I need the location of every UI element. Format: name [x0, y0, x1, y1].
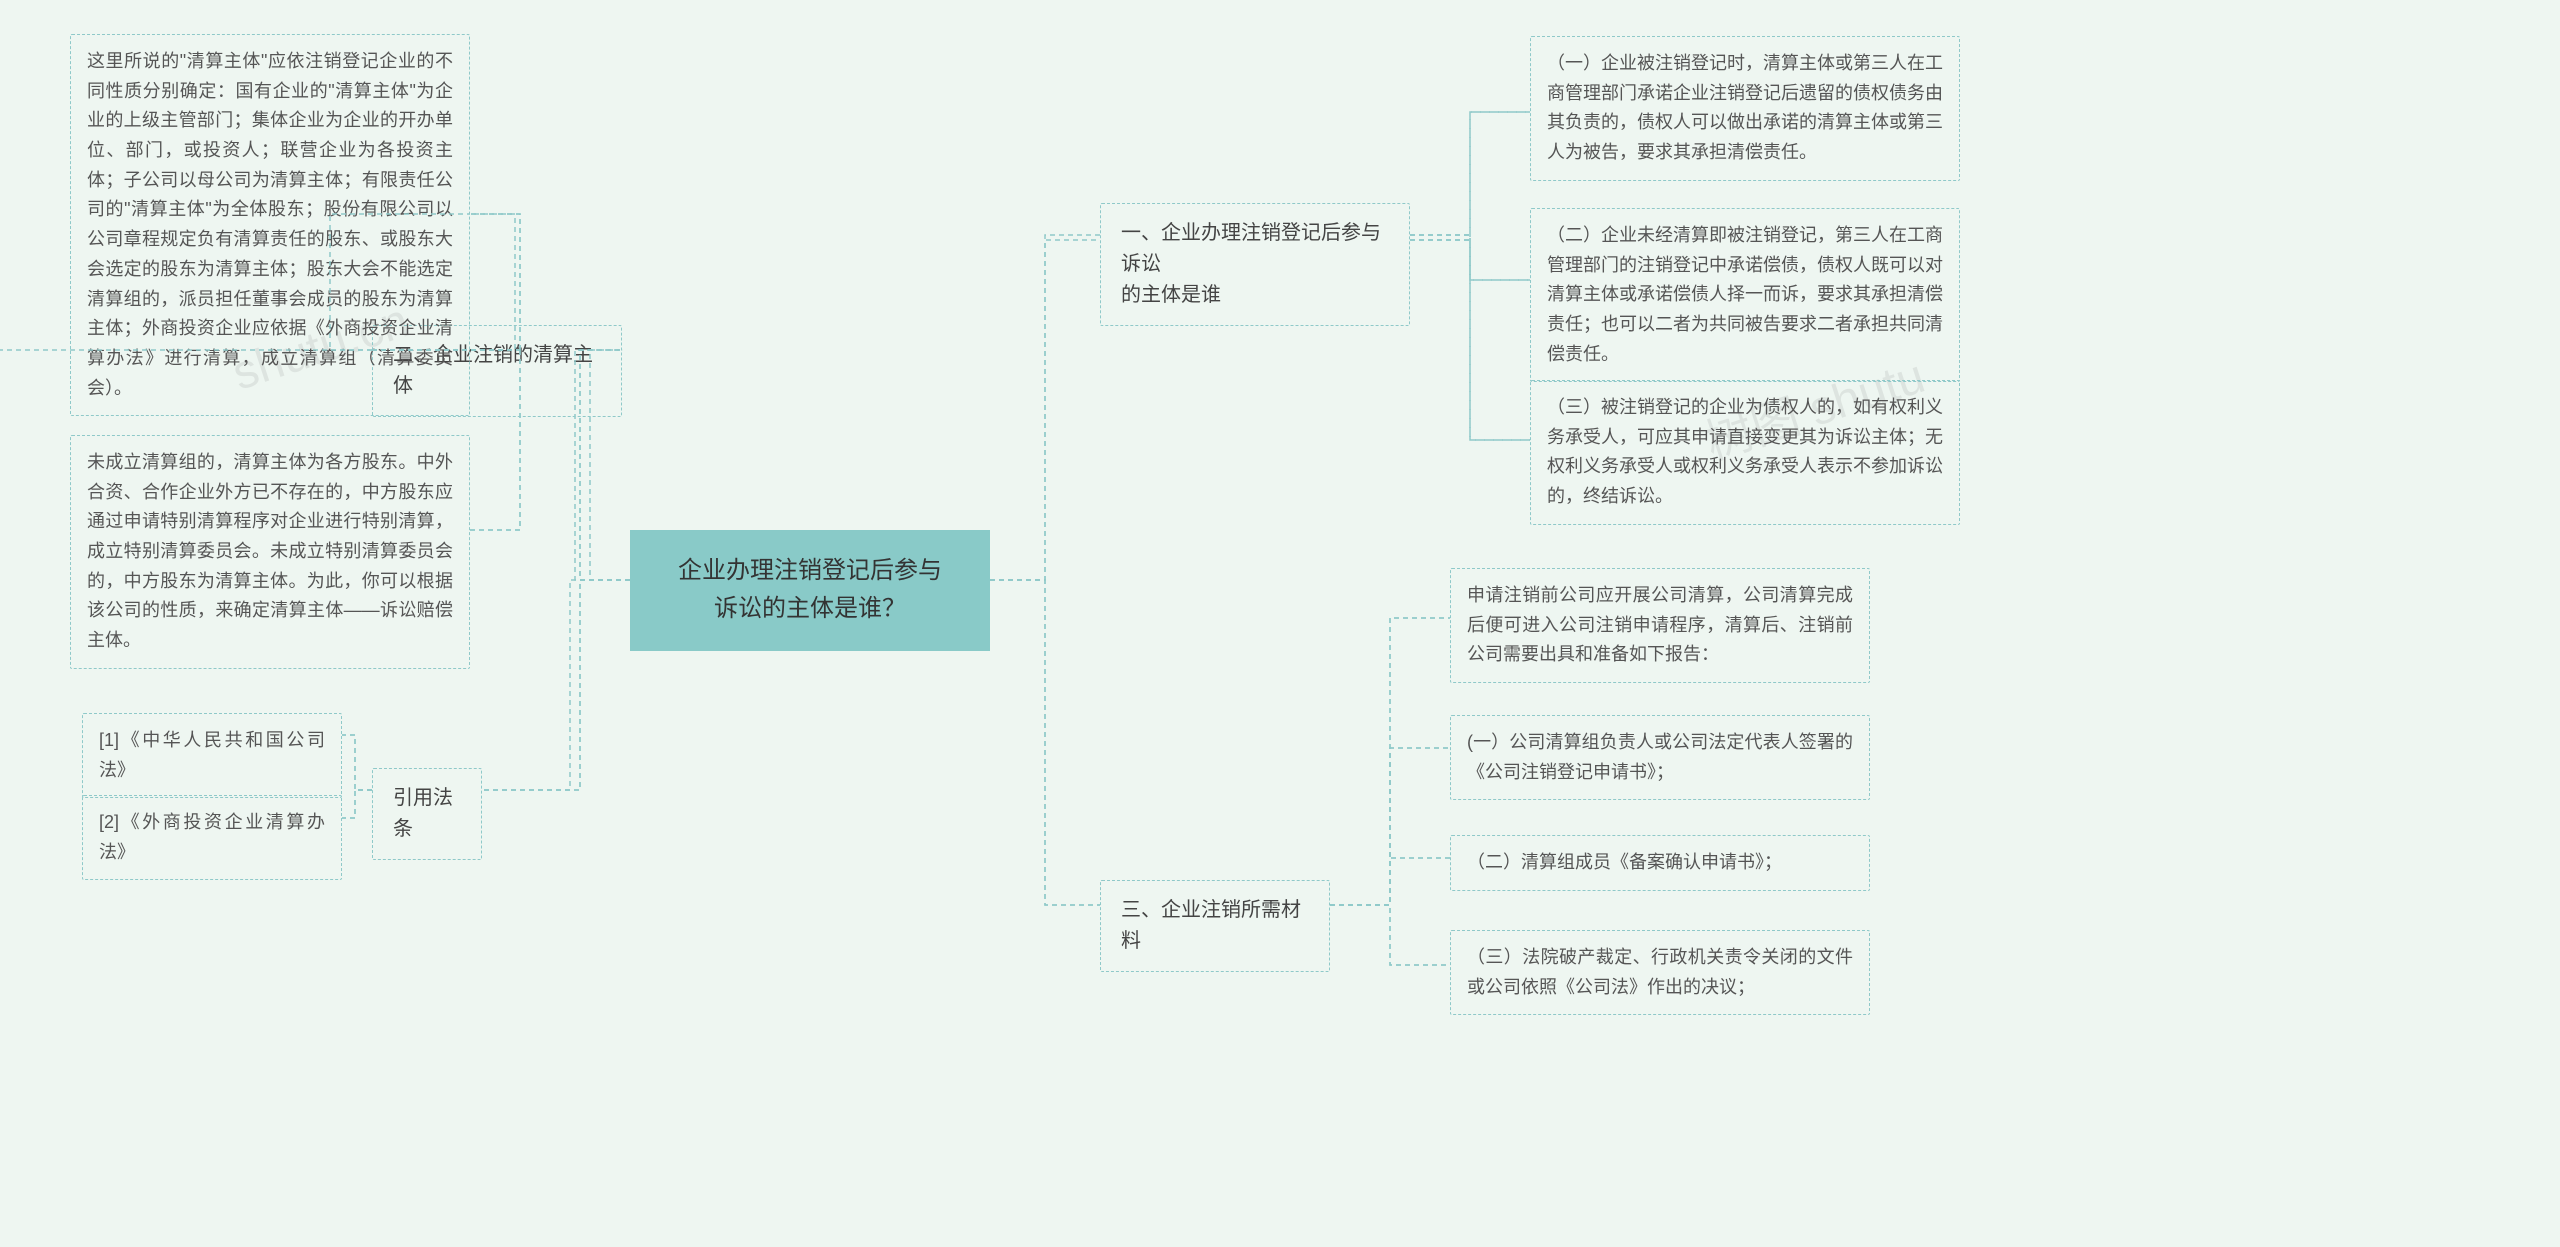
leaf-left-1-1: [2]《外商投资企业清算办法》: [82, 795, 342, 880]
root-line1: 企业办理注销登记后参与: [678, 557, 942, 584]
leaf-right-1-1: (一）公司清算组负责人或公司法定代表人签署的《公司注销登记申请书》；: [1450, 715, 1870, 800]
leaf-right-0-0: （一）企业被注销登记时，清算主体或第三人在工商管理部门承诺企业注销登记后遗留的债…: [1530, 36, 1960, 181]
branch-left-1: 引用法条: [372, 768, 482, 860]
leaf-left-0-0: 这里所说的"清算主体"应依注销登记企业的不同性质分别确定：国有企业的"清算主体"…: [70, 34, 470, 416]
leaf-right-0-2: （三）被注销登记的企业为债权人的，如有权利义务承受人，可应其申请直接变更其为诉讼…: [1530, 380, 1960, 525]
leaf-left-0-1: 未成立清算组的，清算主体为各方股东。中外合资、合作企业外方已不存在的，中方股东应…: [70, 435, 470, 669]
branch-right-0: 一、企业办理注销登记后参与诉讼 的主体是谁: [1100, 203, 1410, 326]
leaf-right-1-3: （三）法院破产裁定、行政机关责令关闭的文件或公司依照《公司法》作出的决议；: [1450, 930, 1870, 1015]
leaf-left-1-0: [1]《中华人民共和国公司法》: [82, 713, 342, 798]
root-node: 企业办理注销登记后参与 诉讼的主体是谁？: [630, 530, 990, 651]
leaf-right-1-0: 申请注销前公司应开展公司清算，公司清算完成后便可进入公司注销申请程序，清算后、注…: [1450, 568, 1870, 683]
leaf-right-1-2: （二）清算组成员《备案确认申请书》；: [1450, 835, 1870, 891]
leaf-right-0-1: （二）企业未经清算即被注销登记，第三人在工商管理部门的注销登记中承诺偿债，债权人…: [1530, 208, 1960, 382]
root-line2: 诉讼的主体是谁？: [714, 595, 906, 622]
branch-right-1: 三、企业注销所需材料: [1100, 880, 1330, 972]
